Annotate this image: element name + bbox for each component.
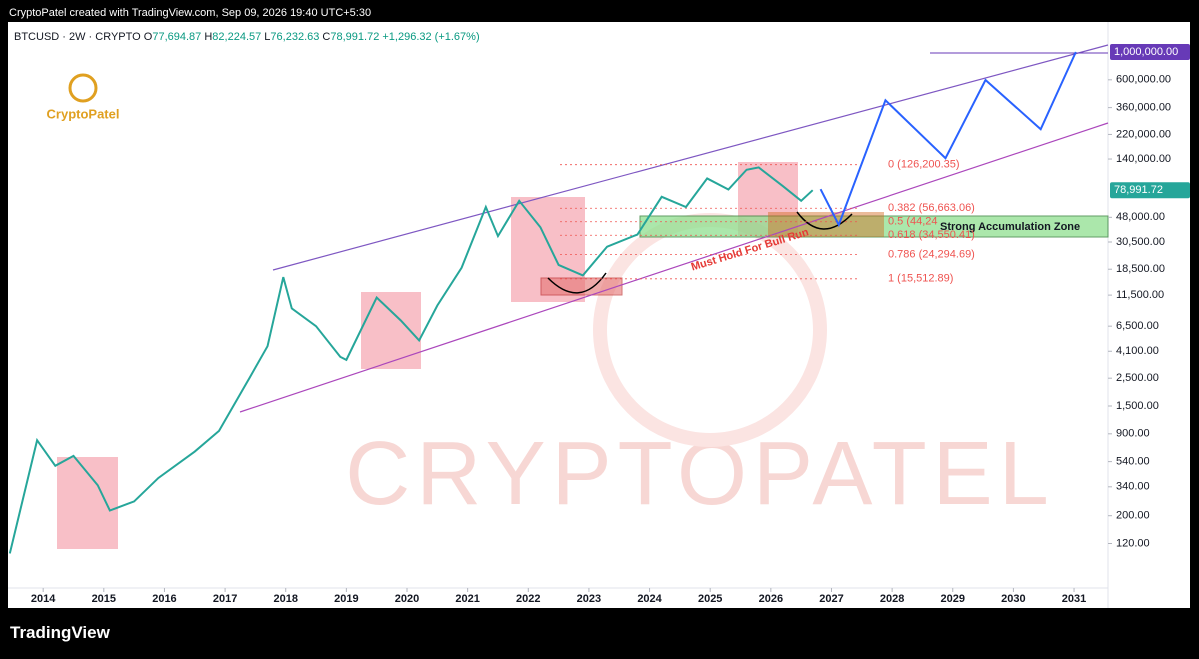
footer-brand: TradingView — [10, 623, 110, 642]
ohlc-change: +1,296.32 (+1.67%) — [382, 31, 479, 43]
y-tick-label: 2,500.00 — [1116, 372, 1159, 384]
x-tick-label: 2019 — [334, 593, 358, 605]
symbol: BTCUSD · 2W · CRYPTO — [14, 31, 141, 43]
y-tick-label: 360,000.00 — [1116, 102, 1171, 114]
x-tick-label: 2022 — [516, 593, 540, 605]
x-tick-label: 2014 — [31, 593, 56, 605]
y-tick-label: 18,500.00 — [1116, 263, 1165, 275]
y-tick-label: 900.00 — [1116, 428, 1150, 440]
y-tick-label: 340.00 — [1116, 481, 1150, 493]
y-tick-label: 540.00 — [1116, 456, 1150, 468]
x-tick-label: 2027 — [819, 593, 843, 605]
channel-lower — [239, 122, 1109, 413]
x-tick-label: 2018 — [273, 593, 297, 605]
fib-label: 0.786 (24,294.69) — [888, 248, 975, 260]
x-tick-label: 2017 — [213, 593, 237, 605]
fib-label: 0 (126,200.35) — [888, 159, 960, 171]
logo: CryptoPatel — [47, 73, 120, 121]
ohlc-label: C — [322, 31, 330, 43]
ohlc-label: O — [144, 31, 153, 43]
y-tick-label: 30,500.00 — [1116, 236, 1165, 248]
y-tick-label: 4,100.00 — [1116, 345, 1159, 357]
y-tick-label: 220,000.00 — [1116, 128, 1171, 140]
price-tag — [1110, 43, 1190, 60]
y-tick-label: 600,000.00 — [1116, 74, 1171, 86]
y-tick-label: 200.00 — [1116, 510, 1150, 522]
x-tick-label: 2024 — [637, 593, 662, 605]
x-tick-label: 2030 — [1001, 593, 1025, 605]
x-tick-label: 2023 — [577, 593, 601, 605]
x-tick-label: 2016 — [152, 593, 176, 605]
ohlc-value: 78,991.72 — [330, 31, 379, 43]
x-tick-label: 2020 — [395, 593, 419, 605]
credit: CryptoPatel created with TradingView.com… — [9, 7, 372, 19]
accumulation-zone — [639, 215, 1109, 238]
ohlc: BTCUSD · 2W · CRYPTO O77,694.87 H82,224.… — [14, 31, 480, 43]
x-tick-label: 2029 — [941, 593, 965, 605]
x-tick-label: 2028 — [880, 593, 904, 605]
highlight-box — [361, 292, 421, 369]
price-tag-label: 78,991.72 — [1114, 184, 1163, 196]
arc — [796, 211, 853, 230]
logo-icon — [68, 73, 98, 103]
fib-label: 1 (15,512.89) — [888, 273, 953, 285]
logo-text: CryptoPatel — [47, 106, 120, 121]
price-line — [819, 51, 1077, 228]
y-tick-label: 1,500.00 — [1116, 400, 1159, 412]
fib-label: 0.5 (44,24 — [888, 216, 938, 228]
y-tick-label: 48,000.00 — [1116, 211, 1165, 223]
ohlc-value: 77,694.87 — [152, 31, 201, 43]
price-tag — [1110, 182, 1190, 199]
annotation: Strong Accumulation Zone — [940, 221, 1080, 233]
fib-label: 0.618 (34,550.41) — [888, 229, 975, 241]
ohlc-value: 82,224.57 — [212, 31, 261, 43]
x-tick-label: 2015 — [92, 593, 116, 605]
ohlc-label: L — [264, 31, 270, 43]
zone-box — [768, 212, 884, 237]
highlight-box — [57, 457, 118, 549]
y-tick-label: 120.00 — [1116, 537, 1150, 549]
x-tick-label: 2021 — [455, 593, 479, 605]
y-tick-label: 6,500.00 — [1116, 320, 1159, 332]
y-tick-label: 11,500.00 — [1116, 289, 1164, 301]
price-tag-label: 1,000,000.00 — [1114, 46, 1178, 58]
x-tick-label: 2025 — [698, 593, 722, 605]
ohlc-value: 76,232.63 — [270, 31, 319, 43]
channel-upper — [272, 44, 1109, 271]
y-tick-label: 140,000.00 — [1116, 153, 1171, 165]
x-tick-label: 2026 — [759, 593, 783, 605]
ohlc-label: H — [204, 31, 212, 43]
x-tick-label: 2031 — [1062, 593, 1086, 605]
fib-label: 0.382 (56,663.06) — [888, 202, 975, 214]
zone-box — [540, 277, 623, 296]
price-line — [8, 166, 814, 554]
